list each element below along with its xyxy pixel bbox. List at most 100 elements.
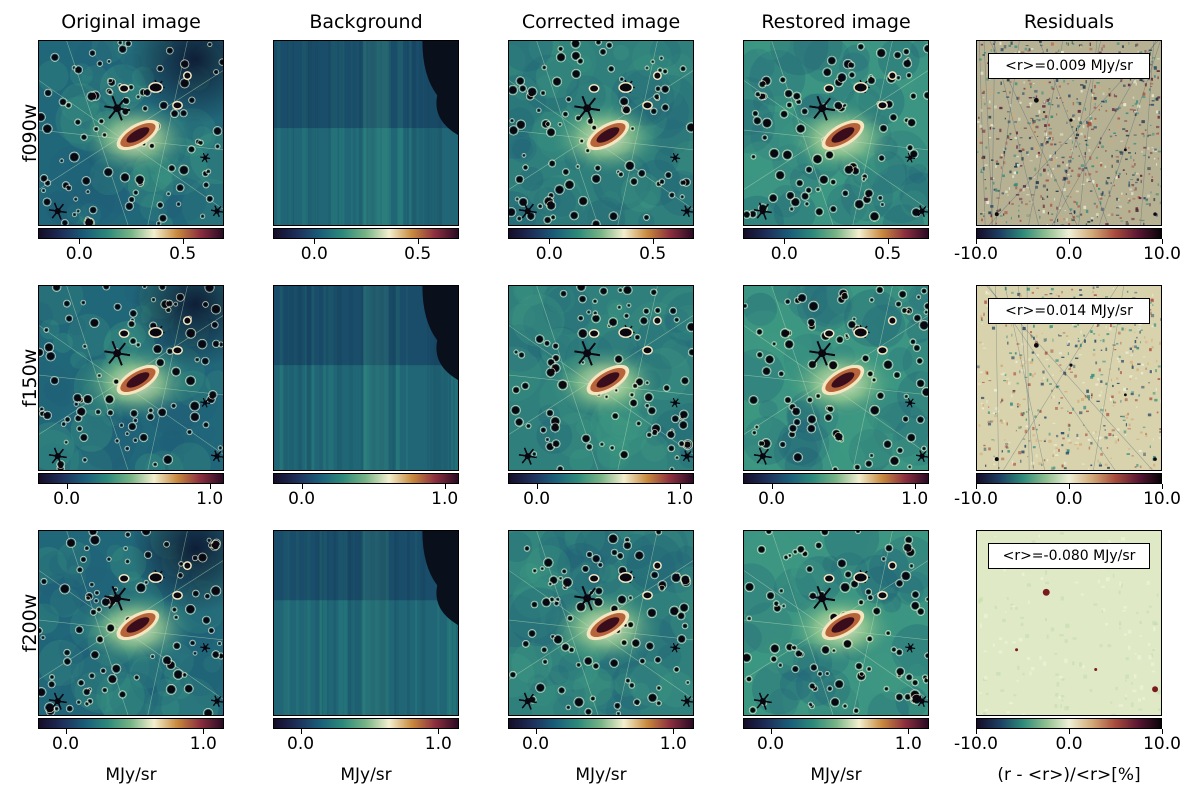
colorbar-tick (679, 484, 681, 489)
colorbar-tick-label: 1.0 (894, 734, 922, 754)
colorbar-tick-label: 0.5 (169, 244, 197, 264)
colorbar-tick (652, 239, 654, 244)
colorbar-tick-label: 0.0 (52, 734, 80, 754)
panel-restored-f150w (743, 285, 929, 471)
colorbar-tick (536, 484, 538, 489)
colorbar-residuals-row2 (976, 473, 1162, 484)
colorbar-original-row1 (38, 228, 224, 239)
colorbar-tick-label: -10.0 (954, 489, 998, 509)
panel-corrected-f200w (508, 530, 694, 716)
panel-restored-f090w (743, 40, 929, 226)
original-image (39, 286, 223, 470)
colorbar-original-row3 (38, 718, 224, 729)
colorbar-tick (976, 239, 977, 244)
colorbar-tick-label: 0.0 (65, 244, 93, 264)
colorbar-tick (301, 484, 303, 489)
corrected-image (509, 531, 693, 715)
colorbar-tick-label: 0.0 (522, 734, 550, 754)
colorbar-tick-label: 1.0 (901, 489, 929, 509)
colorbar-residuals-row3 (976, 718, 1162, 729)
colorbar-tick-label: 0.5 (874, 244, 902, 264)
colorbar-tick (976, 484, 977, 489)
colorbar-restored-row3 (743, 718, 929, 729)
colorbar-tick (771, 484, 773, 489)
colorbar-tick-label: 10.0 (1143, 734, 1181, 754)
panel-original-f200w (38, 530, 224, 716)
colorbar-tick-label: 0.0 (1055, 489, 1083, 509)
panel-corrected-f150w (508, 285, 694, 471)
colorbar-tick (79, 239, 81, 244)
restored-image (744, 41, 928, 225)
colorbar-tick-label: 0.0 (53, 489, 81, 509)
colorbar-tick (1162, 484, 1163, 489)
background-image (274, 286, 458, 470)
colorbar-tick (203, 729, 205, 734)
colorbar-tick (976, 729, 977, 734)
colorbar-tick (300, 729, 302, 734)
colorbar-tick (1069, 239, 1070, 244)
colorbar-tick-label: 0.0 (1055, 734, 1083, 754)
colorbar-tick-label: 0.0 (288, 489, 316, 509)
colorbar-tick (673, 729, 675, 734)
residual-mean-label: <r>=-0.080 MJy/sr (988, 543, 1150, 569)
colorbar-tick (770, 729, 772, 734)
colorbar-tick-label: 1.0 (424, 734, 452, 754)
colorbar-tick (438, 729, 440, 734)
colorbar-tick-label: 1.0 (431, 489, 459, 509)
panel-restored-f200w (743, 530, 929, 716)
colorbar-tick (314, 239, 316, 244)
colorbar-tick-label: -10.0 (954, 244, 998, 264)
colorbar-tick (1162, 239, 1163, 244)
colorbar-tick-label: 0.0 (758, 489, 786, 509)
background-image (274, 41, 458, 225)
colorbar-corrected-row3 (508, 718, 694, 729)
colorbar-tick (65, 729, 67, 734)
panel-residuals-f090w: <r>=0.009 MJy/sr (976, 40, 1162, 226)
colorbar-tick-label: 1.0 (189, 734, 217, 754)
column-title-original: Original image (61, 11, 201, 33)
panel-background-f200w (273, 530, 459, 716)
colorbar-tick-label: 0.0 (287, 734, 315, 754)
colorbar-tick-label: 10.0 (1143, 489, 1181, 509)
colorbar-tick (914, 484, 916, 489)
panel-corrected-f090w (508, 40, 694, 226)
restored-image (744, 531, 928, 715)
panel-residuals-f200w: <r>=-0.080 MJy/sr (976, 530, 1162, 716)
colorbar-tick-label: 10.0 (1143, 244, 1181, 264)
colorbar-tick-label: 0.0 (535, 244, 563, 264)
colorbar-tick (209, 484, 211, 489)
colorbar-tick (1162, 729, 1163, 734)
colorbar-tick (535, 729, 537, 734)
column-title-background: Background (309, 11, 423, 33)
background-image (274, 531, 458, 715)
unit-label-corrected: MJy/sr (575, 765, 627, 785)
colorbar-tick (66, 484, 68, 489)
colorbar-tick-label: 0.0 (757, 734, 785, 754)
colorbar-tick-label: 0.0 (523, 489, 551, 509)
colorbar-tick (417, 239, 419, 244)
column-title-corrected: Corrected image (521, 11, 681, 33)
colorbar-background-row3 (273, 718, 459, 729)
colorbar-tick (887, 239, 889, 244)
unit-label-residual: (r - <r>)/<r>[%] (997, 765, 1141, 785)
column-title-restored: Restored image (761, 11, 911, 33)
colorbar-tick-label: 0.5 (639, 244, 667, 264)
colorbar-tick-label: 0.0 (770, 244, 798, 264)
original-image (39, 41, 223, 225)
colorbar-tick-label: 0.5 (404, 244, 432, 264)
corrected-image (509, 41, 693, 225)
colorbar-tick (1069, 729, 1070, 734)
colorbar-tick-label: -10.0 (954, 734, 998, 754)
colorbar-tick-label: 0.0 (1055, 244, 1083, 264)
colorbar-corrected-row2 (508, 473, 694, 484)
panel-residuals-f150w: <r>=0.014 MJy/sr (976, 285, 1162, 471)
colorbar-tick (182, 239, 184, 244)
colorbar-background-row2 (273, 473, 459, 484)
panel-background-f150w (273, 285, 459, 471)
column-title-residuals: Residuals (1023, 11, 1115, 33)
colorbar-tick-label: 1.0 (659, 734, 687, 754)
unit-label-original: MJy/sr (105, 765, 157, 785)
colorbar-restored-row2 (743, 473, 929, 484)
colorbar-corrected-row1 (508, 228, 694, 239)
